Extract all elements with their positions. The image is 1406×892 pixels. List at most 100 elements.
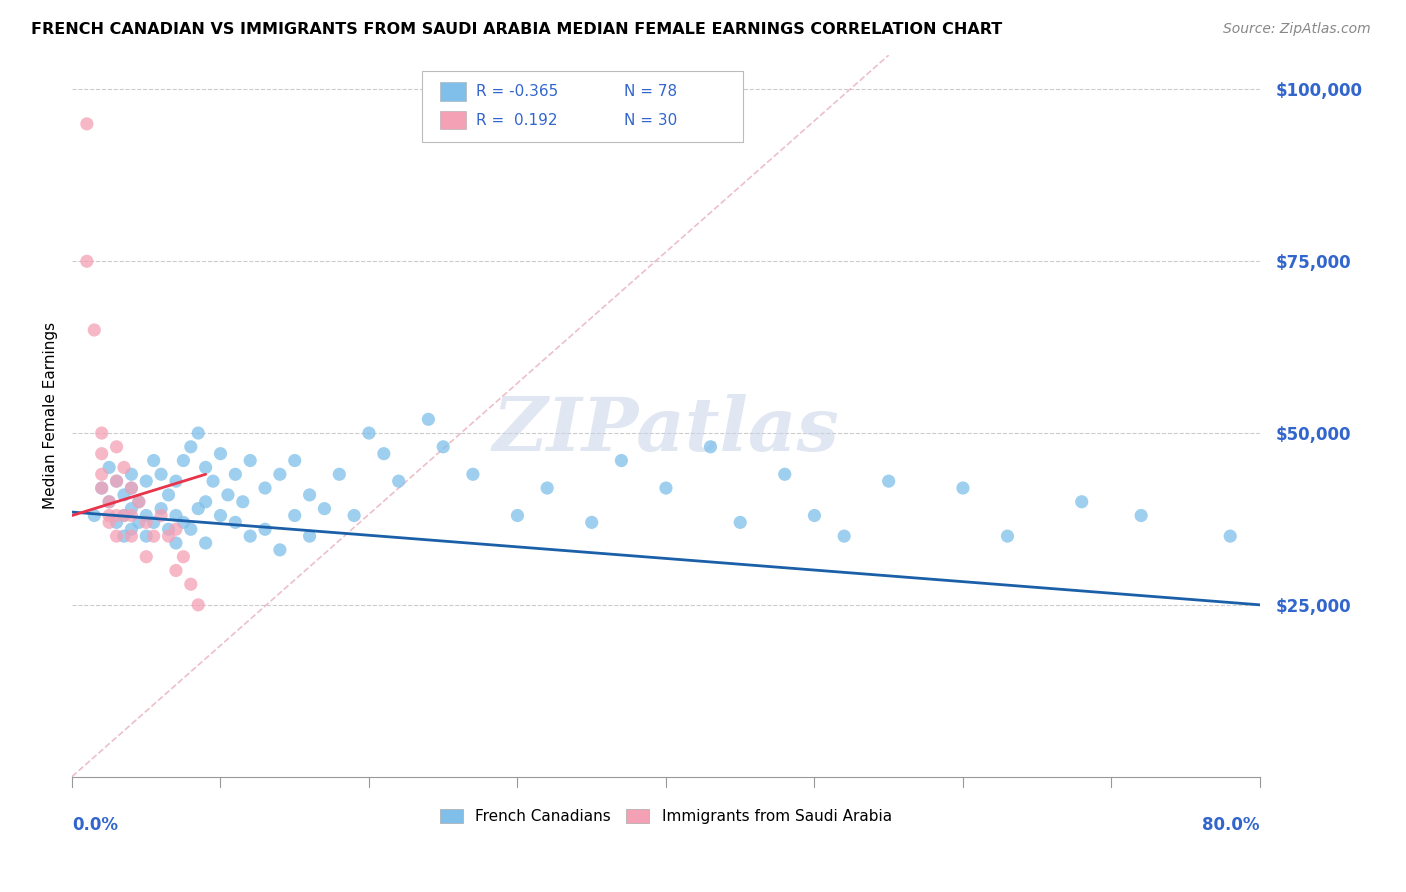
Point xyxy=(90,481,112,495)
Point xyxy=(194,460,217,475)
Point xyxy=(90,481,112,495)
Text: ZIPatlas: ZIPatlas xyxy=(492,394,839,467)
Point xyxy=(194,495,217,509)
Point xyxy=(461,467,484,482)
Text: 0.0%: 0.0% xyxy=(72,816,118,834)
Point xyxy=(98,495,121,509)
Point xyxy=(112,529,135,543)
Point xyxy=(105,474,128,488)
Point xyxy=(773,467,796,482)
Point xyxy=(135,549,157,564)
Point xyxy=(157,529,180,543)
Point xyxy=(202,474,225,488)
Text: N = 30: N = 30 xyxy=(624,112,678,128)
Point xyxy=(187,501,209,516)
Text: Source: ZipAtlas.com: Source: ZipAtlas.com xyxy=(1223,22,1371,37)
Point xyxy=(90,447,112,461)
Point xyxy=(98,460,121,475)
Point xyxy=(298,529,321,543)
Point xyxy=(120,501,142,516)
Point xyxy=(728,516,751,530)
Legend: French Canadians, Immigrants from Saudi Arabia: French Canadians, Immigrants from Saudi … xyxy=(434,803,898,830)
Point xyxy=(120,481,142,495)
Point xyxy=(105,529,128,543)
Point xyxy=(172,549,194,564)
Text: N = 78: N = 78 xyxy=(624,84,678,99)
Point xyxy=(284,508,307,523)
Point xyxy=(142,516,165,530)
Point xyxy=(180,440,202,454)
Point xyxy=(150,467,173,482)
Point xyxy=(217,488,239,502)
Point xyxy=(432,440,454,454)
Point xyxy=(165,508,187,523)
Point xyxy=(506,508,529,523)
Point xyxy=(165,564,187,578)
Point xyxy=(952,481,974,495)
Point xyxy=(105,440,128,454)
Point xyxy=(373,447,395,461)
Point xyxy=(298,488,321,502)
Point xyxy=(76,117,98,131)
Point xyxy=(165,474,187,488)
Point xyxy=(98,508,121,523)
FancyBboxPatch shape xyxy=(440,82,467,101)
Point xyxy=(90,425,112,440)
Point xyxy=(803,508,825,523)
Point xyxy=(343,508,366,523)
Point xyxy=(76,254,98,268)
Point xyxy=(610,453,633,467)
FancyBboxPatch shape xyxy=(422,71,744,142)
Point xyxy=(232,495,254,509)
Point xyxy=(135,474,157,488)
Point xyxy=(112,508,135,523)
Point xyxy=(357,425,380,440)
Point xyxy=(98,516,121,530)
Point xyxy=(165,536,187,550)
Point xyxy=(120,508,142,523)
Point xyxy=(142,529,165,543)
Point xyxy=(832,529,855,543)
Point xyxy=(83,323,105,337)
Point xyxy=(112,508,135,523)
Point xyxy=(224,516,246,530)
Point xyxy=(187,598,209,612)
Point xyxy=(209,508,232,523)
Point xyxy=(120,529,142,543)
Point xyxy=(699,440,721,454)
Point xyxy=(388,474,411,488)
Point xyxy=(581,516,603,530)
Point xyxy=(98,495,121,509)
Point xyxy=(254,481,277,495)
Point xyxy=(328,467,350,482)
Point xyxy=(536,481,558,495)
Text: 80.0%: 80.0% xyxy=(1202,816,1260,834)
Point xyxy=(239,453,262,467)
Text: FRENCH CANADIAN VS IMMIGRANTS FROM SAUDI ARABIA MEDIAN FEMALE EARNINGS CORRELATI: FRENCH CANADIAN VS IMMIGRANTS FROM SAUDI… xyxy=(31,22,1002,37)
Text: R = -0.365: R = -0.365 xyxy=(475,84,558,99)
Point xyxy=(90,467,112,482)
Point xyxy=(1070,495,1092,509)
Point xyxy=(254,522,277,536)
Y-axis label: Median Female Earnings: Median Female Earnings xyxy=(44,322,58,509)
Point xyxy=(224,467,246,482)
Point xyxy=(128,495,150,509)
Point xyxy=(314,501,336,516)
Point xyxy=(194,536,217,550)
Point xyxy=(150,508,173,523)
Point xyxy=(209,447,232,461)
Point xyxy=(120,481,142,495)
Point xyxy=(877,474,900,488)
Point xyxy=(269,467,291,482)
Point xyxy=(1219,529,1241,543)
Point xyxy=(128,516,150,530)
Point xyxy=(655,481,678,495)
Point xyxy=(128,495,150,509)
Point xyxy=(157,488,180,502)
Point xyxy=(83,508,105,523)
Point xyxy=(112,488,135,502)
Point xyxy=(172,453,194,467)
Point xyxy=(1130,508,1153,523)
Point xyxy=(997,529,1019,543)
Point xyxy=(120,522,142,536)
